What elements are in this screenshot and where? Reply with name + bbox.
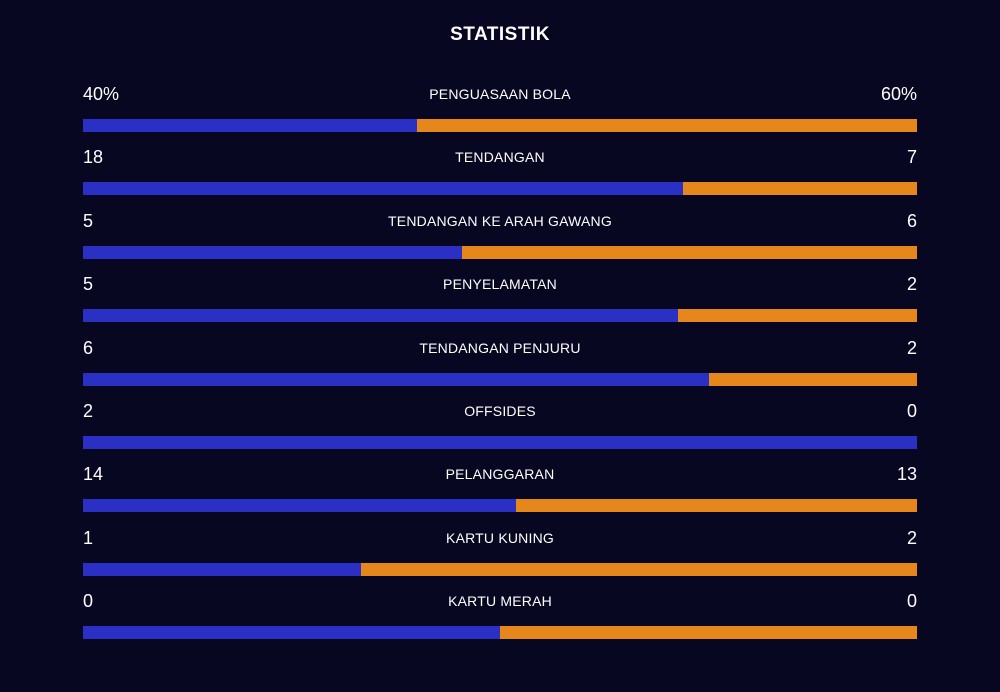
home-bar	[83, 309, 679, 323]
stat-label: TENDANGAN	[455, 149, 545, 166]
away-value: 7	[906, 147, 917, 168]
home-bar	[83, 182, 684, 196]
stat-row-shots-on-target: 5 TENDANGAN KE ARAH GAWANG 6	[83, 207, 917, 270]
away-value: 0	[906, 400, 917, 421]
home-bar	[83, 372, 709, 386]
stat-label: PENGUASAAN BOLA	[429, 86, 571, 102]
home-value: 18	[83, 147, 104, 168]
away-bar	[360, 562, 917, 576]
comparison-bar	[83, 499, 917, 513]
away-bar	[683, 182, 917, 196]
away-bar	[416, 119, 917, 132]
stat-label: PELANGGARAN	[445, 466, 555, 483]
comparison-bar	[83, 372, 917, 386]
page-title: STATISTIK	[450, 24, 550, 45]
stat-label: TENDANGAN KE ARAH GAWANG	[388, 212, 612, 229]
away-value: 13	[896, 464, 917, 485]
away-value: 6	[906, 210, 917, 231]
home-value: 14	[83, 464, 104, 485]
home-value: 5	[83, 274, 94, 295]
away-value: 2	[906, 337, 917, 358]
away-value: 2	[906, 274, 917, 295]
home-value: 40%	[83, 84, 120, 104]
home-value: 0	[83, 591, 94, 612]
stat-label: PENYELAMATAN	[443, 276, 557, 293]
comparison-bar	[83, 309, 917, 323]
stat-row-offsides: 2 OFFSIDES 0	[83, 397, 917, 460]
away-bar	[708, 372, 917, 386]
stat-row-fouls: 14 PELANGGARAN 13	[83, 460, 917, 523]
comparison-bar	[83, 182, 917, 196]
home-bar	[83, 562, 361, 576]
stat-row-red-cards: 0 KARTU MERAH 0	[83, 587, 917, 650]
home-bar	[83, 499, 516, 513]
home-bar	[83, 435, 917, 449]
comparison-bar	[83, 245, 917, 259]
stat-row-yellow-cards: 1 KARTU KUNING 2	[83, 524, 917, 587]
away-value: 0	[906, 591, 917, 612]
stat-row-possession: 40% PENGUASAAN BOLA 60%	[83, 80, 917, 143]
home-value: 2	[83, 400, 94, 421]
comparison-bar	[83, 435, 917, 449]
away-value: 2	[906, 527, 917, 548]
stat-label: OFFSIDES	[464, 402, 536, 419]
away-bar	[500, 626, 917, 640]
stats-list: 40% PENGUASAAN BOLA 60% 18 TENDANGAN 7 5…	[83, 80, 917, 651]
home-bar	[83, 245, 463, 259]
home-value: 1	[83, 527, 94, 548]
home-value: 5	[83, 210, 94, 231]
stat-row-shots: 18 TENDANGAN 7	[83, 143, 917, 206]
comparison-bar	[83, 119, 917, 132]
home-bar	[83, 119, 417, 132]
away-value: 60%	[880, 84, 917, 104]
stat-row-saves: 5 PENYELAMATAN 2	[83, 270, 917, 333]
stat-label: KARTU MERAH	[448, 593, 552, 610]
home-value: 6	[83, 337, 94, 358]
stat-label: KARTU KUNING	[446, 529, 554, 546]
comparison-bar	[83, 562, 917, 576]
stat-label: TENDANGAN PENJURU	[419, 339, 581, 356]
away-bar	[515, 499, 917, 513]
away-bar	[678, 309, 917, 323]
away-bar	[462, 245, 917, 259]
comparison-bar	[83, 626, 917, 640]
home-bar	[83, 626, 500, 640]
stat-row-corners: 6 TENDANGAN PENJURU 2	[83, 334, 917, 397]
